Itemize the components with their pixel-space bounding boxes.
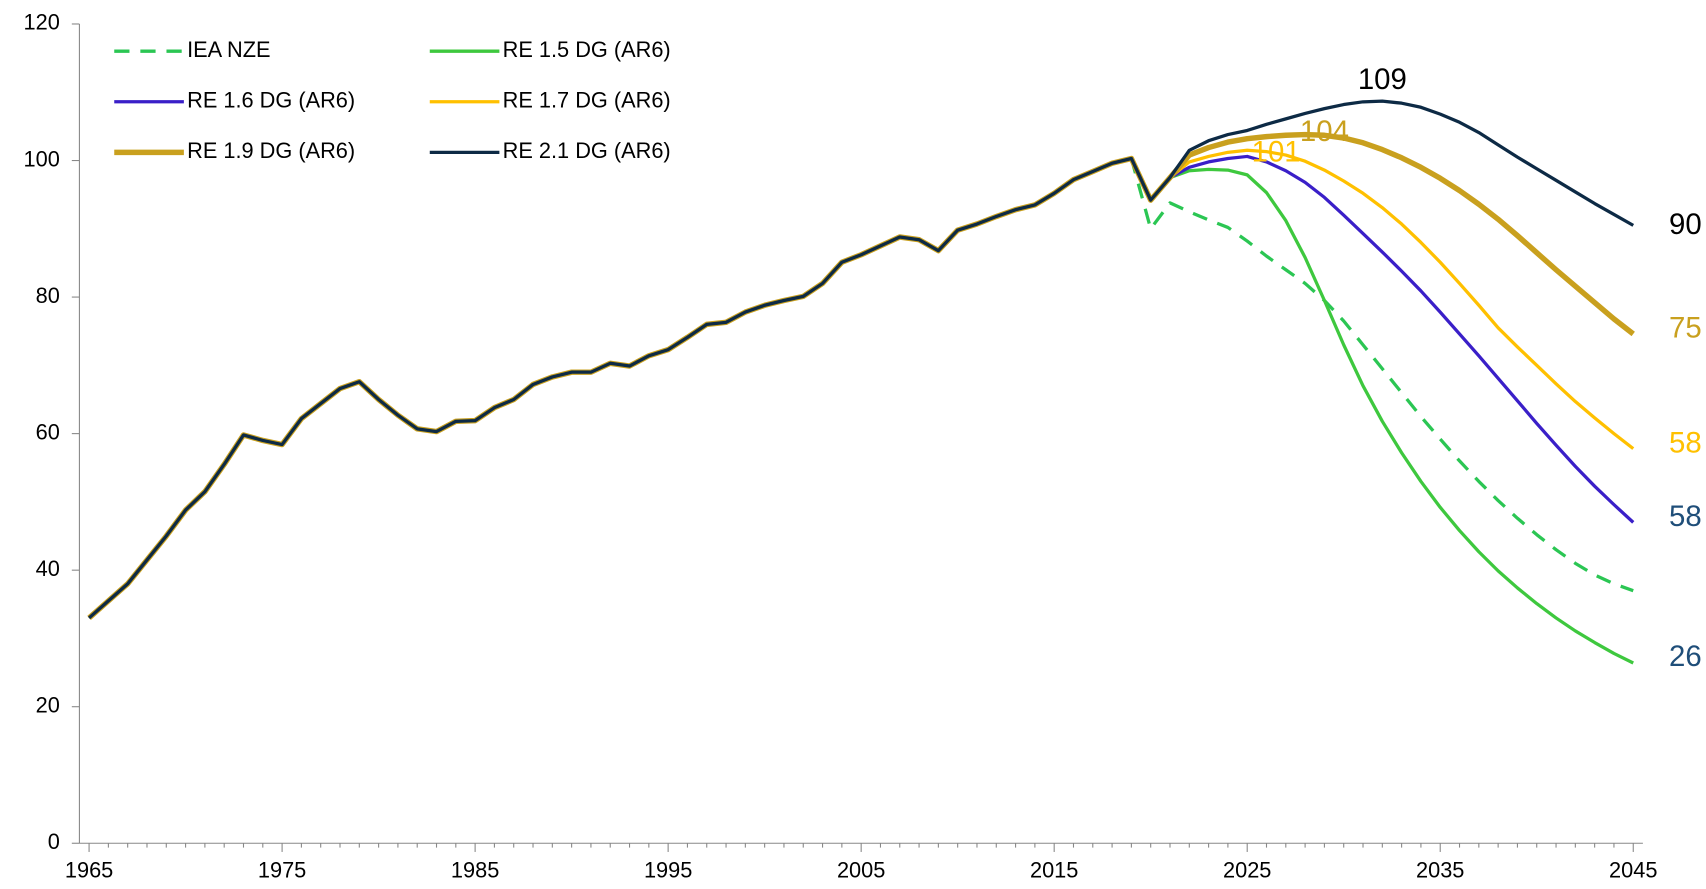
annotation: 58 — [1669, 500, 1702, 533]
series-line — [87, 148, 1635, 620]
legend-label: RE 2.1 DG (AR6) — [503, 138, 671, 163]
series-line — [87, 99, 1635, 620]
y-tick-label: 20 — [36, 692, 60, 717]
annotation: 104 — [1300, 115, 1349, 148]
x-tick-label: 1985 — [451, 857, 499, 882]
x-tick-label: 1995 — [644, 857, 692, 882]
x-tick-label: 2025 — [1223, 857, 1271, 882]
x-tick-label: 1965 — [65, 857, 113, 882]
x-tick-label: 2045 — [1609, 857, 1657, 882]
legend-label: IEA NZE — [187, 37, 270, 62]
annotation: 109 — [1358, 63, 1407, 96]
x-tick-label: 2005 — [837, 857, 885, 882]
x-tick-label: 2035 — [1416, 857, 1464, 882]
x-tick-label: 2015 — [1030, 857, 1078, 882]
annotation: 90 — [1669, 208, 1702, 241]
legend-label: RE 1.7 DG (AR6) — [503, 88, 671, 113]
annotation: 58 — [1669, 426, 1702, 459]
y-tick-label: 40 — [36, 556, 60, 581]
annotation: 75 — [1669, 312, 1702, 345]
y-tick-label: 120 — [24, 10, 60, 35]
y-tick-label: 0 — [48, 829, 60, 854]
y-tick-label: 100 — [24, 146, 60, 171]
annotation: 101 — [1252, 135, 1301, 168]
y-tick-label: 60 — [36, 419, 60, 444]
legend-label: RE 1.5 DG (AR6) — [503, 37, 671, 62]
series-line — [1129, 158, 1634, 593]
series-line — [87, 131, 1635, 620]
legend-label: RE 1.9 DG (AR6) — [187, 138, 355, 163]
annotation: 26 — [1669, 640, 1702, 673]
series-line — [87, 156, 1634, 665]
x-tick-label: 1975 — [258, 857, 306, 882]
legend-label: RE 1.6 DG (AR6) — [187, 88, 355, 113]
y-tick-label: 80 — [36, 283, 60, 308]
